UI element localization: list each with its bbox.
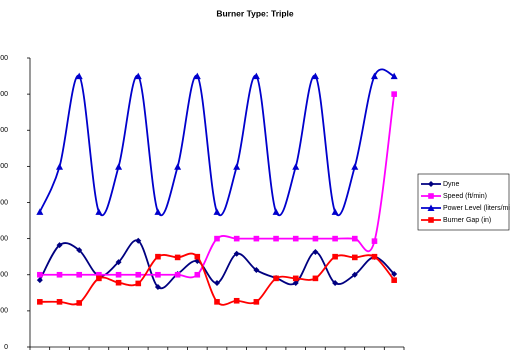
data-point — [273, 235, 279, 242]
legend-marker — [427, 204, 435, 211]
data-point — [253, 299, 260, 305]
data-point — [174, 271, 181, 278]
data-point — [36, 208, 44, 215]
data-point — [332, 280, 339, 287]
y-tick-label: 800 — [0, 55, 8, 62]
data-point — [371, 238, 378, 244]
data-point — [194, 253, 201, 260]
data-point — [391, 91, 397, 97]
data-point — [36, 277, 43, 284]
data-point — [214, 235, 220, 242]
y-tick-label: 600 — [0, 127, 8, 134]
data-point — [233, 235, 240, 242]
data-point — [390, 72, 398, 80]
data-point — [96, 271, 102, 278]
data-point — [213, 208, 221, 215]
data-point — [115, 271, 122, 278]
data-point — [75, 72, 83, 80]
chart-title: Burner Type: Triple — [216, 8, 294, 18]
data-point — [154, 284, 161, 291]
data-point — [96, 275, 102, 282]
data-point — [312, 248, 319, 255]
data-point — [214, 280, 220, 287]
data-point — [253, 267, 260, 274]
legend-label: Power Level (liters/min) — [443, 205, 510, 212]
data-point — [193, 72, 201, 80]
data-point — [135, 237, 142, 244]
y-tick-label: 300 — [0, 235, 8, 242]
series-line — [39, 252, 395, 306]
data-point — [37, 299, 43, 305]
data-point — [331, 208, 339, 215]
data-point — [56, 242, 63, 249]
data-point — [174, 163, 182, 170]
data-point — [351, 254, 358, 261]
data-point — [311, 72, 319, 80]
data-point — [174, 254, 181, 261]
legend-marker — [428, 193, 434, 199]
y-tick-label: 0 — [4, 344, 8, 351]
data-point — [214, 299, 220, 305]
data-point — [233, 163, 241, 170]
data-point — [351, 235, 358, 242]
data-point — [76, 300, 83, 306]
legend-label: Burner Gap (in) — [443, 217, 491, 224]
data-point — [233, 297, 240, 304]
data-point — [371, 253, 378, 260]
data-point — [391, 277, 397, 283]
data-point — [115, 279, 122, 286]
data-point — [252, 72, 260, 80]
data-point — [312, 275, 319, 282]
data-point — [56, 299, 63, 305]
y-tick-label: 500 — [0, 163, 8, 170]
legend-marker — [428, 181, 434, 187]
data-point — [194, 271, 201, 278]
data-point — [351, 163, 359, 170]
data-point — [135, 280, 142, 287]
data-point — [272, 208, 280, 215]
data-point — [253, 235, 260, 242]
data-point — [76, 247, 83, 254]
data-point — [154, 208, 162, 215]
data-point — [56, 271, 63, 278]
y-tick-label: 200 — [0, 272, 8, 279]
data-point — [37, 271, 43, 278]
data-point — [292, 163, 300, 170]
y-tick-label: 400 — [0, 199, 8, 206]
data-point — [370, 72, 378, 80]
data-point — [115, 163, 123, 170]
data-point — [95, 208, 103, 215]
data-point — [233, 250, 240, 257]
data-point — [135, 271, 142, 278]
legend-label: Dyne — [443, 181, 459, 188]
data-point — [332, 253, 338, 260]
legend-label: Speed (ft/min) — [443, 193, 487, 200]
data-point — [155, 253, 161, 260]
data-point — [155, 271, 161, 278]
data-point — [292, 235, 299, 242]
data-point — [312, 235, 319, 242]
series-line — [39, 94, 396, 279]
data-point — [273, 275, 279, 282]
data-point — [56, 163, 64, 170]
data-point — [115, 259, 122, 266]
data-point — [76, 271, 83, 278]
series-line — [39, 68, 395, 216]
data-point — [332, 235, 338, 242]
data-point — [351, 271, 358, 278]
y-tick-label: 700 — [0, 91, 8, 98]
data-point — [292, 275, 299, 282]
y-tick-label: 100 — [0, 308, 8, 315]
data-point — [134, 72, 142, 80]
data-point — [292, 280, 299, 287]
data-point — [391, 271, 398, 278]
legend-marker — [428, 217, 434, 223]
